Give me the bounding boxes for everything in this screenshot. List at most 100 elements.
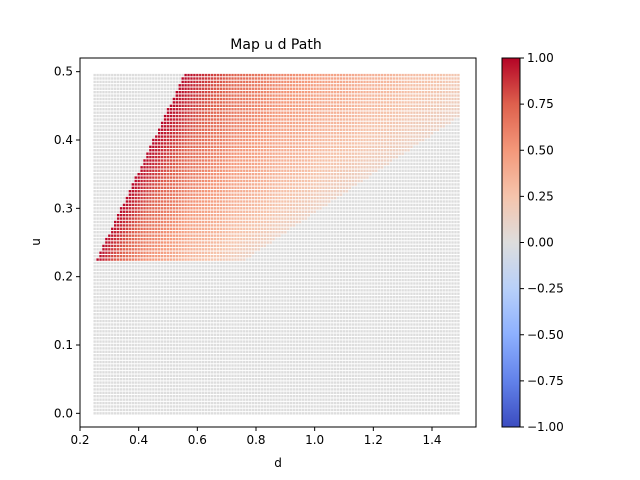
data-point [222,73,225,77]
data-point [193,275,196,278]
data-point [193,213,196,217]
data-point [160,118,164,121]
data-point [93,128,96,131]
data-point [155,251,158,254]
data-point [143,152,146,155]
data-point [99,398,102,401]
data-point [146,254,149,258]
data-point [237,275,240,278]
data-point [158,186,161,190]
data-point [207,186,211,190]
data-point [122,128,126,131]
data-point [199,131,202,135]
data-point [140,145,143,149]
data-point [228,374,231,377]
data-point [99,77,102,80]
data-point [187,131,190,135]
data-point [225,196,228,200]
data-point [158,172,161,176]
data-point [193,162,196,166]
data-point [116,395,120,398]
data-point [219,282,222,285]
data-point [163,176,167,179]
data-point [105,90,108,94]
data-point [204,84,208,87]
data-point [131,176,134,179]
data-point [96,87,99,90]
data-point [108,210,111,213]
data-point [143,251,146,254]
data-point [234,261,237,265]
data-point [102,398,105,401]
data-point [225,285,228,289]
data-point [193,121,196,125]
data-point [137,354,140,357]
data-point [122,159,126,162]
data-point [125,295,129,299]
data-point [128,323,132,326]
data-point [102,186,105,190]
data-point [102,162,105,166]
data-point [184,169,187,172]
data-point [210,285,214,289]
data-point [178,323,181,326]
data-point [231,285,234,289]
data-point [119,248,123,251]
data-point [216,186,220,190]
data-point [178,183,181,186]
data-point [199,275,202,278]
data-point [102,330,105,333]
data-point [202,306,205,309]
data-point [125,258,129,261]
data-point [140,295,143,299]
data-point [234,224,237,227]
data-point [193,330,196,333]
data-point [210,398,214,401]
data-point [137,398,140,401]
data-point [225,97,228,101]
data-point [207,377,211,381]
data-point [181,145,184,149]
data-point [149,275,152,278]
data-point [134,172,137,176]
data-point [119,254,123,258]
data-point [231,354,234,357]
data-point [102,176,105,179]
data-point [119,125,123,128]
data-point [231,84,234,87]
data-point [184,306,187,309]
data-point [169,299,173,302]
data-point [216,142,220,145]
data-point [111,268,114,272]
data-point [237,374,240,377]
data-point [190,203,193,207]
data-point [199,268,202,272]
data-point [125,84,129,87]
data-point [102,319,105,323]
data-point [114,330,117,333]
data-point [231,391,234,395]
data-point [111,94,114,97]
data-point [237,114,240,118]
data-point [146,316,149,319]
data-point [175,292,178,295]
data-point [184,193,187,196]
data-point [149,162,152,166]
data-point [143,186,146,190]
data-point [99,131,102,135]
data-point [131,121,134,125]
data-point [152,360,155,364]
data-point [193,371,196,374]
data-point [178,408,181,412]
data-point [131,77,134,80]
data-point [163,108,167,111]
data-point [166,213,170,217]
data-point [213,299,217,302]
data-point [175,186,178,190]
data-point [137,200,140,203]
data-point [102,340,105,343]
data-point [172,159,176,162]
data-point [225,114,228,118]
data-point [111,275,114,278]
data-point [134,371,137,374]
